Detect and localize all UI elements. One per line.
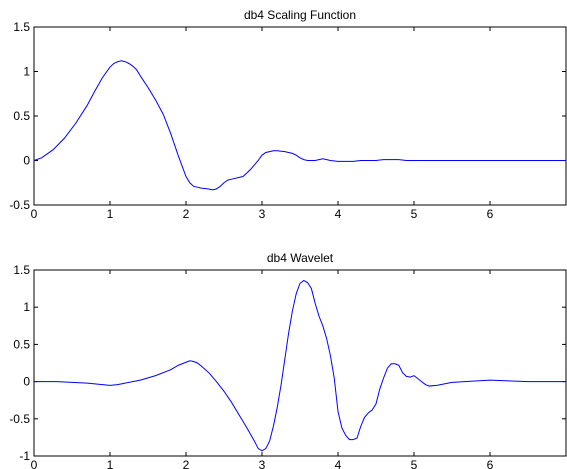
- wavelet-x-tick-label: 0: [31, 458, 38, 469]
- wavelet-y-tick-label: 1.5: [13, 263, 30, 277]
- wavelet-x-tick-label: 4: [335, 458, 342, 469]
- wavelet-series-line: [34, 279, 566, 452]
- wavelet-y-tick-label: -1: [19, 449, 30, 463]
- wavelet-y-tick-label: 1: [23, 300, 30, 314]
- scaling-y-tick-label: -0.5: [9, 198, 30, 212]
- scaling-x-tick-label: 4: [335, 207, 342, 221]
- wavelet-axes-frame: [33, 269, 567, 457]
- wavelet-y-tick-label: 0.5: [13, 337, 30, 351]
- scaling-axes-frame: [33, 26, 567, 206]
- wavelet-x-tick-label: 3: [259, 458, 266, 469]
- wavelet-x-tick-label: 6: [487, 458, 494, 469]
- plot-wavelet: db4 Wavelet 0 1 2 3 4 5 6 -1 -0.5 0 0.5 1 1.5: [9, 251, 567, 469]
- scaling-y-tick-label: 0: [23, 154, 30, 168]
- scaling-y-tick-label: 1.5: [13, 20, 30, 34]
- wavelet-y-tick-label: 0: [23, 375, 30, 389]
- scaling-x-tick-label: 0: [31, 207, 38, 221]
- wavelet-chart-title: db4 Wavelet: [267, 251, 334, 265]
- scaling-x-tick-label: 2: [183, 207, 190, 221]
- scaling-y-tick-label: 0.5: [13, 109, 30, 123]
- scaling-chart-title: db4 Scaling Function: [244, 8, 356, 22]
- wavelet-y-tick-label: -0.5: [9, 412, 30, 426]
- scaling-x-tick-label: 6: [487, 207, 494, 221]
- wavelet-x-tick-label: 2: [183, 458, 190, 469]
- scaling-x-tick-label: 3: [259, 207, 266, 221]
- scaling-y-tick-label: 1: [23, 65, 30, 79]
- wavelet-x-tick-label: 1: [107, 458, 114, 469]
- scaling-x-tick-label: 5: [411, 207, 418, 221]
- scaling-series-line: [33, 60, 566, 191]
- wavelet-x-tick-label: 5: [411, 458, 418, 469]
- scaling-x-tick-label: 1: [107, 207, 114, 221]
